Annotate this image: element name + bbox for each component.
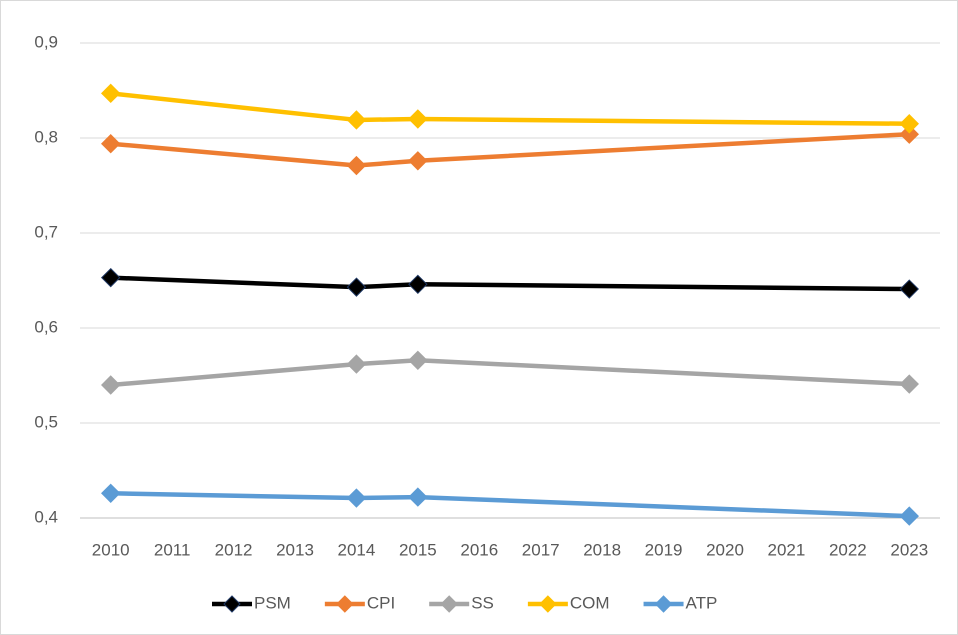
- point: [346, 354, 367, 374]
- x-tick-label: 2014: [338, 540, 376, 559]
- y-tick-label: 0,9: [34, 32, 58, 51]
- y-tick-label: 0,6: [34, 317, 58, 336]
- legend-label: SS: [471, 593, 494, 612]
- point: [101, 483, 121, 504]
- x-tick-label: 2011: [154, 540, 191, 559]
- legend-marker: [539, 595, 557, 613]
- series-line: [110, 131, 910, 168]
- x-tick-label: 2023: [890, 540, 928, 559]
- point: [899, 114, 919, 134]
- y-tick-label: 0,5: [34, 412, 58, 431]
- point: [408, 487, 428, 507]
- legend-marker: [440, 595, 458, 613]
- x-tick-label: 2010: [92, 540, 130, 559]
- point: [899, 279, 919, 299]
- point: [101, 83, 121, 104]
- x-tick-label: 2018: [583, 540, 621, 559]
- point: [899, 374, 919, 394]
- x-tick-label: 2021: [768, 540, 806, 559]
- point: [408, 109, 428, 129]
- legend-label: CPI: [367, 593, 395, 612]
- legend-label: COM: [570, 593, 610, 612]
- x-tick-label: 2019: [645, 540, 683, 559]
- series-line: [110, 275, 910, 292]
- point: [346, 488, 367, 508]
- point: [899, 124, 919, 144]
- y-tick-label: 0,7: [34, 222, 58, 241]
- x-tick-label: 2012: [215, 540, 253, 559]
- point: [346, 110, 367, 130]
- series-line: [110, 358, 910, 388]
- y-tick-label: 0,4: [34, 507, 58, 526]
- point: [346, 155, 367, 176]
- x-tick-label: 2015: [399, 540, 437, 559]
- legend-marker: [654, 595, 673, 613]
- x-tick-label: 2016: [460, 540, 498, 559]
- point: [408, 274, 428, 295]
- point: [408, 350, 428, 371]
- legend-marker: [223, 595, 241, 613]
- series-line: [110, 91, 910, 126]
- point: [101, 375, 121, 395]
- point: [899, 506, 919, 526]
- x-tick-label: 2017: [522, 540, 560, 559]
- point: [408, 151, 428, 171]
- point: [101, 133, 121, 154]
- legend-label: ATP: [686, 593, 718, 612]
- x-tick-label: 2013: [276, 540, 314, 559]
- legend-marker: [336, 595, 354, 613]
- legend-label: PSM: [254, 593, 291, 612]
- x-tick-label: 2020: [706, 540, 744, 559]
- point: [101, 267, 121, 288]
- x-tick-label: 2022: [829, 540, 867, 559]
- point: [346, 277, 367, 297]
- y-tick-label: 0,8: [34, 127, 58, 146]
- series-line: [110, 491, 910, 519]
